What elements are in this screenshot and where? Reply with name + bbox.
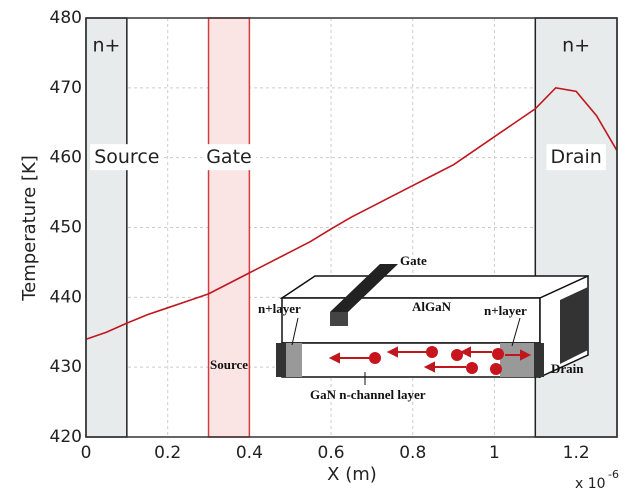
inset-label: n+layer — [258, 301, 301, 316]
x-axis-label: X (m) — [327, 464, 377, 485]
region-label-bg — [546, 144, 606, 171]
inset-label: GaN n-channel layer — [310, 387, 426, 402]
region — [85, 17, 128, 438]
region-label-bg — [202, 144, 256, 171]
region-label: n+ — [562, 35, 590, 57]
region-label: n+ — [92, 35, 120, 57]
y-tick-label: 430 — [50, 357, 82, 377]
y-tick-label: 440 — [50, 287, 82, 307]
x-tick-label: 0 — [81, 443, 92, 463]
y-tick-label: 470 — [50, 78, 82, 98]
inset-label: n+layer — [484, 303, 527, 318]
x-tick-label: 1 — [489, 443, 500, 463]
y-tick-label: 460 — [50, 148, 82, 168]
x-tick-label: 0.2 — [154, 443, 181, 463]
y-tick-label: 420 — [50, 427, 82, 447]
x-multiplier-exp: -6 — [608, 468, 619, 481]
x-tick-label: 0.6 — [318, 443, 345, 463]
region-label: Source — [94, 146, 159, 168]
region-label: Gate — [206, 146, 252, 168]
region-label-bg — [90, 144, 164, 171]
device-inset: Gate AlGaN n+layer n+layer Source Drain … — [210, 253, 589, 402]
inset-label: AlGaN — [412, 299, 452, 314]
y-axis-label: Temperature [K] — [19, 155, 40, 302]
x-tick-label: 1.2 — [563, 443, 590, 463]
x-multiplier: x 10 — [575, 476, 606, 492]
inset-label: Gate — [400, 253, 427, 268]
x-tick-label: 0.8 — [399, 443, 426, 463]
inset-label: Source — [210, 357, 248, 372]
region-label: Drain — [550, 146, 601, 168]
y-tick-label: 480 — [50, 8, 82, 28]
inset-label: Drain — [551, 361, 584, 376]
data-line — [85, 86, 618, 340]
plot-frame — [85, 17, 618, 438]
y-tick-label: 450 — [50, 218, 82, 238]
region — [207, 17, 251, 438]
x-tick-label: 0.4 — [236, 443, 263, 463]
